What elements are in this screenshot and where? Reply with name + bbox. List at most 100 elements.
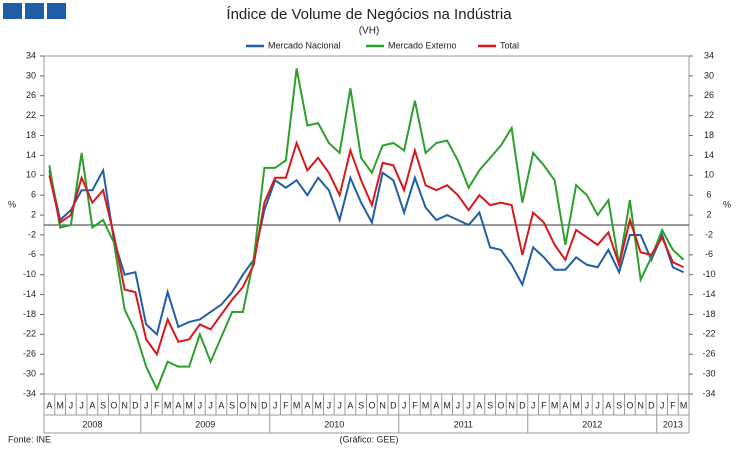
y-tick-label: 22 [26,110,36,120]
series-line [48,167,685,337]
y-tick-label: -6 [28,249,36,259]
x-tick-label: M [314,400,322,410]
x-tick-label: M [164,400,172,410]
year-label: 2009 [195,419,215,429]
y2-tick-label: 30 [704,70,714,80]
x-tick-label: M [680,400,688,410]
y2-tick-label: -10 [702,269,715,279]
x-tick-label: J [466,400,471,410]
x-tick-label: F [670,400,676,410]
x-tick-label: A [562,400,568,410]
x-tick-label: D [261,400,268,410]
x-tick-label: M [422,400,430,410]
x-tick-label: J [595,400,600,410]
x-tick-label: A [89,400,95,410]
y2-tick-label: 34 [704,50,714,60]
x-tick-label: A [433,400,439,410]
source: Fonte: INE [8,434,51,444]
x-tick-label: O [626,400,633,410]
x-tick-label: S [358,400,364,410]
y-tick-label: -30 [23,368,36,378]
x-tick-label: M [185,400,193,410]
x-tick-label: S [487,400,493,410]
x-tick-label: J [144,400,149,410]
y2-tick-label: 22 [704,110,714,120]
x-tick-label: A [605,400,611,410]
x-tick-label: N [121,400,128,410]
legend-label: Mercado Externo [388,40,457,50]
x-tick-label: O [239,400,246,410]
x-tick-label: D [390,400,397,410]
y-tick-label: -10 [23,269,36,279]
x-tick-label: J [337,400,342,410]
y-tick-label: 6 [31,190,36,200]
y-tick-label: 30 [26,70,36,80]
x-tick-label: D [648,400,655,410]
logo-block [47,3,66,19]
y-tick-label: 26 [26,90,36,100]
y2-tick-label: -34 [702,388,715,398]
x-tick-label: F [541,400,547,410]
x-tick-label: M [443,400,451,410]
year-label: 2008 [82,419,102,429]
y2-tick-label: -14 [702,289,715,299]
x-tick-label: J [585,400,590,410]
y2-tick-label: -18 [702,309,715,319]
y-axis-label: % [8,199,16,209]
x-tick-label: J [208,400,213,410]
x-tick-label: D [519,400,526,410]
x-tick-label: S [616,400,622,410]
y-tick-label: 2 [31,209,36,219]
x-tick-label: O [110,400,117,410]
y2-tick-label: -2 [705,229,713,239]
y-tick-label: -22 [23,329,36,339]
y2-tick-label: -22 [702,329,715,339]
chart-subtitle: (VH) [359,26,380,37]
logo-block [3,3,22,19]
x-tick-label: J [69,400,74,410]
credit: (Gráfico: GEE) [339,434,398,444]
x-tick-label: O [497,400,504,410]
x-tick-label: N [250,400,257,410]
x-tick-label: J [456,400,461,410]
x-tick-label: J [531,400,536,410]
x-tick-label: A [218,400,224,410]
year-label: 2011 [454,419,473,429]
logo-block [25,3,44,19]
x-tick-label: F [283,400,289,410]
x-tick-label: J [327,400,332,410]
y2-tick-label: 18 [704,130,714,140]
x-tick-label: J [660,400,665,410]
y-tick-label: 18 [26,130,36,140]
x-tick-label: J [273,400,278,410]
year-label: 2013 [663,419,683,429]
x-tick-label: J [402,400,407,410]
x-tick-label: M [551,400,559,410]
y-tick-label: 14 [26,150,36,160]
y2-tick-label: 2 [706,209,711,219]
x-tick-label: A [304,400,310,410]
y-tick-label: -26 [23,349,36,359]
series-line [48,139,685,357]
year-label: 2010 [324,419,344,429]
x-tick-label: N [379,400,386,410]
x-tick-label: A [175,400,181,410]
x-tick-label: A [347,400,353,410]
x-tick-label: N [637,400,644,410]
x-tick-label: F [154,400,160,410]
x-tick-label: J [79,400,84,410]
x-tick-label: A [476,400,482,410]
x-tick-label: S [229,400,235,410]
y-tick-label: -2 [28,229,36,239]
y2-tick-label: -26 [702,349,715,359]
chart-title: Índice de Volume de Negócios na Indústri… [226,6,512,23]
series-line [48,68,685,392]
y-tick-label: 34 [26,50,36,60]
y2-axis-label: % [723,199,731,209]
y-tick-label: -34 [23,388,36,398]
y-tick-label: 10 [26,170,36,180]
y2-tick-label: 14 [704,150,714,160]
y2-tick-label: -6 [705,249,713,259]
x-tick-label: S [100,400,106,410]
